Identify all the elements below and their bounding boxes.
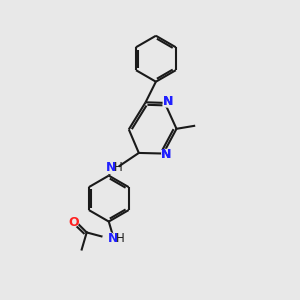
Text: H: H xyxy=(116,232,124,245)
Text: H: H xyxy=(113,161,122,174)
Text: O: O xyxy=(69,216,79,229)
Text: N: N xyxy=(106,161,116,174)
Text: N: N xyxy=(160,148,171,161)
Text: N: N xyxy=(108,232,118,245)
Circle shape xyxy=(103,232,115,244)
Text: N: N xyxy=(163,95,173,108)
Circle shape xyxy=(70,218,79,226)
Text: N: N xyxy=(163,95,173,108)
Circle shape xyxy=(163,99,172,107)
Text: N: N xyxy=(160,148,171,161)
Circle shape xyxy=(106,162,118,174)
Circle shape xyxy=(162,149,170,158)
